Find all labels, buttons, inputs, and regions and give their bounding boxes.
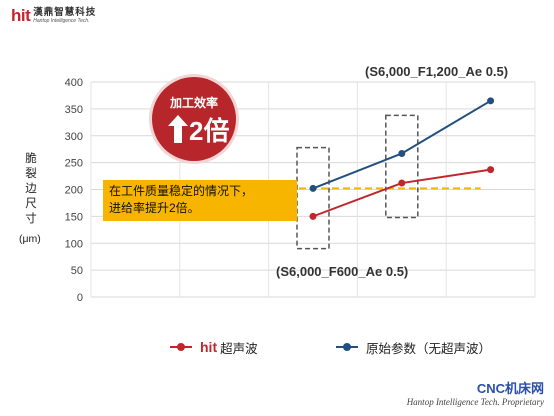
- annotation-f1200: (S6,000_F1,200_Ae 0.5): [365, 64, 508, 79]
- footer-tagline: Hantop Intelligence Tech. Proprietary: [406, 397, 544, 407]
- data-point-2: [487, 97, 495, 105]
- annotation-f600: (S6,000_F600_Ae 0.5): [276, 264, 408, 279]
- note-line-2: 进给率提升2倍。: [109, 201, 200, 215]
- legend-line-red: [170, 343, 192, 351]
- legend-line-blue: [336, 343, 358, 351]
- efficiency-badge: 加工效率 2倍: [152, 77, 236, 161]
- highlight-note: 在工件质量稳定的情况下， 进给率提升2倍。: [103, 180, 297, 221]
- footer-brand: CNC机床网: [476, 381, 544, 396]
- legend-hit-mark: hit: [200, 339, 218, 355]
- legend-item-original: 原始参数（无超声波）: [336, 337, 491, 357]
- legend-item-ultrasonic: hit 超声波: [170, 337, 258, 357]
- data-point-2: [309, 184, 317, 192]
- y-tick-label: 200: [65, 185, 83, 197]
- logo-mark: hit: [11, 6, 31, 25]
- badge-value: 2倍: [189, 116, 230, 146]
- group-box-f600: [296, 146, 330, 250]
- up-arrow-icon: [168, 115, 188, 143]
- logo-text: 漢鼎智慧科技 Hantop Intelligence Tech.: [33, 7, 96, 25]
- data-point-2: [398, 149, 406, 157]
- y-tick-label: 0: [77, 292, 83, 304]
- company-logo: hit 漢鼎智慧科技 Hantop Intelligence Tech.: [11, 7, 96, 25]
- legend-label-original: 原始参数（无超声波）: [366, 341, 492, 356]
- data-point-1: [398, 179, 406, 187]
- y-axis-label: 脆裂边尺寸: [25, 153, 37, 225]
- note-line-1: 在工件质量稳定的情况下，: [109, 184, 254, 198]
- data-point-1: [309, 212, 317, 220]
- y-tick-label: 400: [65, 77, 83, 89]
- logo-company-name: 漢鼎智慧科技: [33, 7, 97, 18]
- y-tick-label: 150: [65, 211, 83, 223]
- y-tick-label: 50: [71, 265, 83, 277]
- series-line-1: [312, 168, 491, 218]
- data-point-1: [487, 166, 495, 174]
- y-tick-label: 250: [65, 158, 83, 170]
- group-box-f1200: [385, 114, 419, 219]
- logo-company-name-en: Hantop Intelligence Tech.: [33, 18, 90, 24]
- legend-label-ultrasonic: 超声波: [220, 341, 258, 356]
- badge-title: 加工效率: [169, 96, 218, 110]
- y-tick-label: 300: [65, 131, 83, 143]
- series-line-2: [312, 99, 492, 190]
- y-tick-label: 100: [65, 238, 83, 250]
- y-tick-label: 350: [65, 104, 83, 116]
- y-axis-unit: (μm): [19, 233, 41, 245]
